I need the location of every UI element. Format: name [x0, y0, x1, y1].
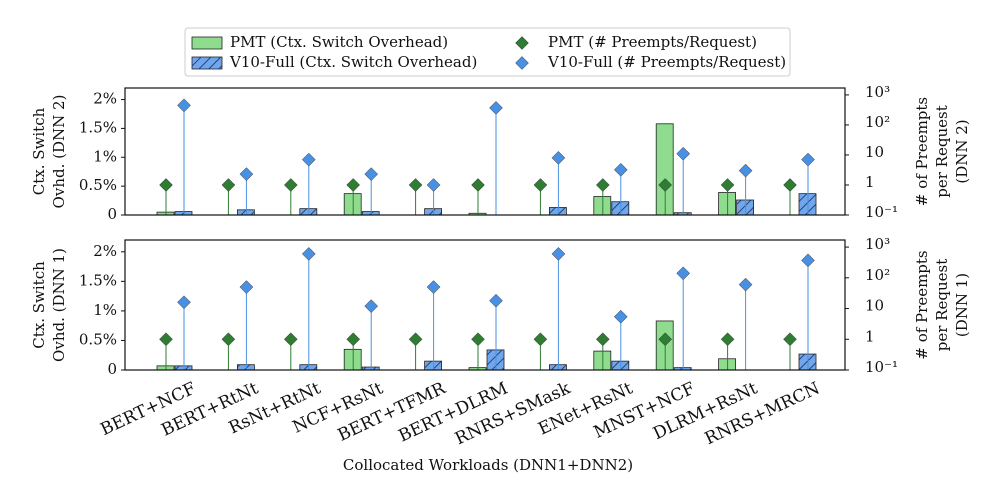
y-tick-label: 0.5% [79, 330, 117, 348]
marker [346, 332, 361, 347]
y2-axis-label: # of Preempts [913, 250, 931, 359]
y2-tick-label: 10² [865, 113, 890, 131]
legend-label: V10-Full (# Preempts/Request) [547, 53, 786, 71]
marker [551, 151, 566, 165]
marker [595, 178, 610, 192]
y2-tick-label: 10⁻¹ [865, 203, 898, 221]
y-tick-label: 1.5% [79, 118, 117, 136]
marker [489, 101, 503, 115]
marker [801, 152, 815, 167]
marker [676, 146, 691, 161]
y-axis-label: Ovhd. (DNN 1) [50, 248, 68, 362]
y-tick-label: 1.5% [79, 271, 117, 289]
y2-tick-label: 10² [865, 266, 890, 284]
marker [159, 178, 173, 192]
marker [595, 332, 610, 347]
marker [658, 178, 673, 192]
marker [720, 332, 735, 347]
marker [801, 253, 815, 268]
legend-swatch-hatch [192, 57, 222, 69]
marker [738, 163, 753, 178]
marker [783, 178, 797, 192]
marker [301, 152, 316, 167]
marker [471, 332, 485, 347]
y2-tick-label: 10 [865, 143, 884, 161]
y2-tick-label: 10³ [865, 235, 890, 253]
legend-swatch [191, 36, 223, 50]
legend-marker [515, 56, 529, 70]
marker [613, 162, 628, 177]
marker [364, 167, 379, 181]
marker [221, 332, 236, 347]
marker [408, 178, 423, 192]
marker [159, 332, 173, 347]
y-tick-label: 2% [93, 242, 117, 260]
marker [720, 178, 735, 192]
marker [489, 293, 503, 308]
legend-label: PMT (Ctx. Switch Overhead) [230, 33, 448, 51]
x-axis-label: Collocated Workloads (DNN1+DNN2) [343, 456, 633, 474]
marker [783, 332, 797, 347]
plot-frame [124, 239, 846, 371]
marker [676, 266, 691, 281]
legend-box [184, 27, 791, 77]
y-tick-label: 0 [107, 360, 117, 378]
marker [533, 332, 548, 347]
y2-axis-label: per Request [933, 259, 951, 351]
marker [471, 178, 485, 192]
marker [239, 167, 254, 181]
y2-axis-label: per Request [933, 105, 951, 197]
legend-marker [515, 36, 529, 50]
marker [408, 332, 423, 347]
y-tick-label: 1% [93, 147, 117, 165]
marker [301, 247, 316, 261]
marker [426, 178, 441, 192]
marker [613, 309, 628, 324]
y2-axis-label: (DNN 1) [953, 273, 971, 337]
y2-tick-label: 1 [865, 327, 875, 345]
y-tick-label: 1% [93, 301, 117, 319]
y-tick-label: 0 [107, 205, 117, 223]
marker [346, 178, 361, 192]
marker [177, 295, 191, 310]
y-tick-label: 2% [93, 90, 117, 108]
y2-axis-label: (DNN 2) [953, 119, 971, 183]
marker [221, 178, 236, 192]
y2-tick-label: 1 [865, 173, 875, 191]
marker [283, 178, 298, 192]
marker [533, 178, 548, 192]
y2-tick-label: 10⁻¹ [865, 358, 898, 376]
y2-tick-label: 10³ [865, 83, 890, 101]
y-tick-label: 0.5% [79, 176, 117, 194]
marker [426, 280, 441, 294]
marker [551, 247, 566, 261]
marker [239, 280, 254, 294]
legend-label: V10-Full (Ctx. Switch Overhead) [229, 53, 477, 71]
marker [283, 332, 298, 347]
marker [658, 332, 673, 347]
marker [738, 277, 753, 292]
plot-frame [124, 87, 846, 216]
marker [364, 299, 379, 313]
legend-label: PMT (# Preempts/Request) [548, 33, 757, 51]
y2-axis-label: # of Preempts [913, 97, 931, 206]
y-axis-label: Ovhd. (DNN 2) [50, 95, 68, 209]
marker [177, 98, 191, 113]
y2-tick-label: 10 [865, 297, 884, 315]
y-axis-label: Ctx. Switch [30, 107, 48, 195]
y-axis-label: Ctx. Switch [30, 261, 48, 349]
